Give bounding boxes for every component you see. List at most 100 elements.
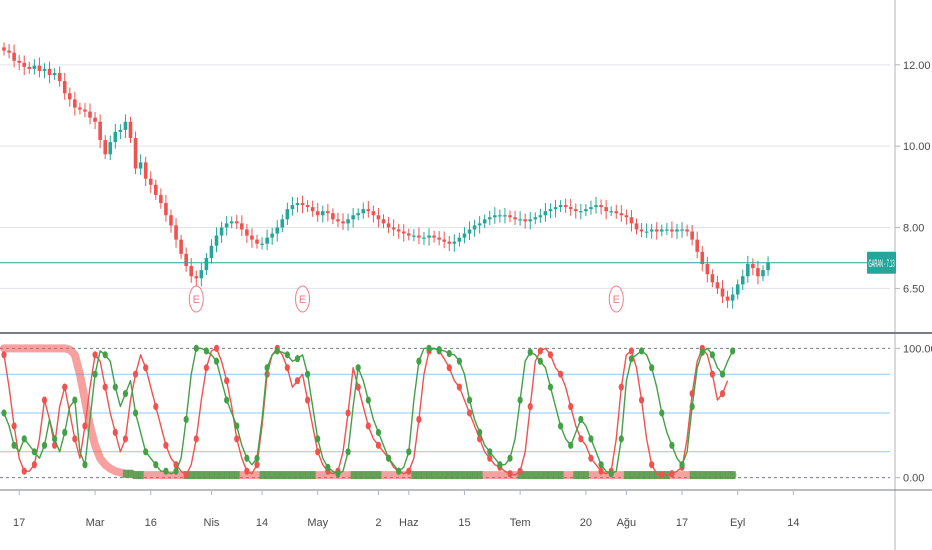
candle-body (457, 237, 462, 242)
candle-body (366, 209, 371, 212)
green-line-point (477, 428, 483, 436)
green-line-point (426, 344, 432, 352)
price-axis[interactable]: 12.00 10.00 8.00 6.50 (895, 60, 931, 296)
candle-body (331, 213, 335, 220)
earnings-marker[interactable] (295, 285, 311, 313)
last-price-tag-bg (867, 251, 896, 274)
red-line-point (507, 470, 513, 478)
band-highlight-segment (553, 471, 559, 480)
red-line-point (203, 364, 209, 372)
green-line-point (122, 390, 129, 398)
candle-body (447, 241, 452, 244)
candle-body (604, 207, 608, 212)
green-line-point (568, 441, 574, 449)
green-line-point (345, 448, 351, 456)
red-line-point (193, 435, 199, 443)
green-line-point (436, 346, 442, 354)
candle-body (553, 207, 558, 210)
green-line-point (163, 467, 169, 475)
green-line-point (335, 470, 341, 478)
band-highlight-segment (623, 471, 630, 480)
candle-body (756, 268, 760, 277)
red-line-point (628, 347, 635, 355)
band-highlight-segment (472, 471, 478, 480)
candle-body (17, 60, 21, 63)
red-line-point (487, 454, 493, 462)
band-highlight-segment (213, 471, 220, 480)
candle-body (245, 229, 249, 236)
candle-body (412, 235, 416, 237)
earnings-marker[interactable] (188, 285, 204, 313)
candle-body (189, 266, 194, 277)
band-highlight-segment (654, 471, 660, 480)
red-line-point (568, 402, 574, 411)
candle-body (159, 194, 163, 204)
candle-body (37, 65, 42, 71)
green-line-point (487, 448, 493, 456)
green-line-point (689, 402, 695, 411)
red-line-point (709, 370, 716, 378)
candle-body (715, 282, 720, 289)
red-line-point (132, 370, 139, 378)
candle-body (761, 270, 765, 277)
red-line-point (365, 422, 371, 430)
candle-body (93, 117, 97, 122)
band-highlight-segment (446, 471, 453, 480)
green-line-point (365, 396, 371, 404)
oscillator-axis[interactable]: 100.00 0.00 (895, 343, 932, 485)
band-highlight-segment (127, 469, 134, 478)
green-line-point (628, 355, 635, 363)
candle-body (320, 211, 325, 216)
candle-body (634, 223, 639, 230)
band-highlight-segment (633, 471, 640, 480)
green-line-point (62, 428, 68, 436)
green-line-point (274, 347, 280, 355)
candle-body (346, 219, 350, 224)
band-highlight-segment (694, 471, 701, 480)
red-line-point (62, 383, 68, 391)
band-highlight-segment (547, 471, 554, 480)
candle-body (563, 205, 568, 208)
green-line-point (719, 370, 726, 378)
candle-body (336, 219, 340, 222)
green-line-point (193, 344, 199, 352)
candle-body (2, 47, 6, 51)
candle-body (442, 239, 447, 242)
candle-body (437, 237, 441, 240)
candle-body (78, 107, 82, 110)
candle-body (280, 219, 285, 228)
band-highlight-segment (416, 471, 422, 480)
red-line-point (72, 435, 78, 443)
green-line-point (112, 383, 118, 391)
time-axis[interactable]: 17 Mar 16 Nis 14 May 2 Haz 15 Tem 20 Ağu 17 Eyl 14 (13, 490, 799, 529)
band-highlight-segment (355, 471, 362, 480)
red-line-point (598, 467, 604, 475)
red-line-point (537, 347, 543, 355)
candle-body (533, 217, 538, 220)
band-highlight-segment (224, 471, 230, 480)
candle-body (386, 223, 391, 228)
candle-body (675, 229, 679, 232)
candle-body (128, 121, 133, 139)
candle-body (7, 50, 11, 53)
band-highlight-segment (421, 471, 428, 480)
earnings-marker[interactable] (608, 285, 624, 313)
green-line-point (11, 441, 17, 449)
candle-body (103, 140, 107, 155)
candle-body (660, 229, 664, 232)
candle-body (133, 138, 138, 169)
green-line-point (446, 349, 452, 358)
candle-body (705, 264, 710, 275)
red-line-point (558, 370, 564, 378)
last-price-tag[interactable]: GARAN - 7.13 (867, 251, 896, 274)
band-highlight-segment (730, 471, 736, 480)
candle-body (98, 121, 102, 141)
candle-body (513, 217, 517, 220)
green-line-point (355, 364, 361, 372)
candle-body (558, 205, 563, 208)
candle-body (310, 207, 315, 212)
earnings-marker-label: E (613, 294, 620, 306)
green-line-point (608, 470, 614, 478)
